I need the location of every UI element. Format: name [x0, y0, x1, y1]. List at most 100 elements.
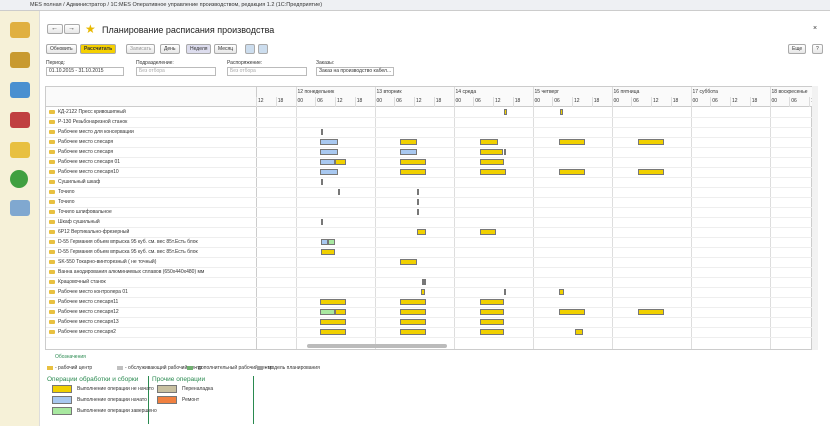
- row-icon: [49, 210, 55, 214]
- legend-icon-label: - обслуживающий рабочий центр: [125, 365, 203, 371]
- more-button[interactable]: Еще: [788, 44, 807, 54]
- task-bar: [320, 149, 339, 155]
- row-label: D-55 Германия объем впрыска 95 куб. см. …: [58, 239, 198, 245]
- hour-tick: [335, 97, 336, 107]
- task-bar: [558, 139, 586, 145]
- icon-button[interactable]: [245, 44, 255, 54]
- row-label: Шкаф сушильный: [58, 219, 100, 225]
- task-bar: [320, 139, 339, 145]
- task-bar: [400, 309, 427, 315]
- hour-label: 00: [455, 98, 462, 104]
- day-button[interactable]: День: [160, 44, 180, 54]
- row-line: [46, 157, 813, 158]
- day-separator: [769, 87, 771, 349]
- row-line: [46, 137, 813, 138]
- row-line: [46, 217, 813, 218]
- week-button[interactable]: Неделя: [186, 44, 212, 54]
- gantt-grid: 12 понедельник 13 вторник 14 среда 15 четве…: [45, 86, 817, 350]
- hour-tick: [256, 97, 257, 107]
- task-bar: [335, 159, 347, 165]
- row-label: D-55 Германия объем впрыска 95 куб. см. …: [58, 249, 198, 255]
- task-bar: [417, 189, 420, 195]
- hour-tick: [354, 97, 356, 107]
- hour-tick: [394, 97, 396, 107]
- save-button[interactable]: Записать: [126, 44, 156, 54]
- row-label: Крацовочный станок: [58, 279, 106, 285]
- header: [46, 87, 813, 107]
- icon-button[interactable]: [258, 44, 268, 54]
- legend-group-rule: [148, 376, 149, 424]
- legend-swatch: [52, 407, 72, 415]
- task-bar: [400, 299, 427, 305]
- window-title: MES полная / Администратор / 1С:MES Опер…: [30, 2, 323, 8]
- task-bar: [422, 279, 425, 285]
- month-button[interactable]: Месяц: [214, 44, 238, 54]
- task-bar: [559, 109, 563, 115]
- legend-icon: [187, 366, 193, 370]
- task-bar: [338, 189, 341, 195]
- section-icon[interactable]: [10, 82, 30, 98]
- division-field[interactable]: Без отбора: [136, 67, 216, 76]
- help-button[interactable]: ?: [812, 44, 823, 54]
- forward-button[interactable]: →: [64, 24, 80, 34]
- row-icon: [49, 140, 55, 144]
- row-line: [46, 327, 813, 328]
- row-label: Рабочее место слесаря 01: [58, 159, 121, 165]
- h-scrollbar[interactable]: [307, 344, 447, 348]
- section-icon[interactable]: [10, 52, 30, 68]
- day-separator: [453, 87, 455, 349]
- favorite-star[interactable]: ★: [85, 22, 96, 36]
- hour-label: 12: [416, 98, 422, 104]
- hour-label: 12: [495, 98, 501, 104]
- section-icon[interactable]: [10, 200, 30, 216]
- section-icon[interactable]: [10, 112, 30, 128]
- row-label: Рабочее место для консервации: [58, 129, 134, 135]
- section-icon[interactable]: [10, 142, 30, 158]
- refresh-button[interactable]: Обновить: [46, 44, 77, 54]
- hour-label: 06: [317, 98, 323, 104]
- back-button[interactable]: ←: [47, 24, 63, 34]
- day-label: 12 понедельник: [297, 89, 335, 95]
- field-label: Распоряжение:: [227, 60, 263, 66]
- hour-tick: [433, 97, 435, 107]
- day-separator: [690, 87, 692, 349]
- row-icon: [49, 260, 55, 264]
- v-scrollbar[interactable]: [812, 86, 818, 350]
- task-bar: [320, 159, 335, 165]
- period-field[interactable]: 01.10.2015 - 31.10.2015: [46, 67, 124, 76]
- legend-swatch: [157, 396, 177, 404]
- hour-tick: [631, 97, 633, 107]
- task-bar: [400, 169, 427, 175]
- row-icon: [49, 310, 55, 314]
- row-line: [46, 297, 813, 298]
- row-icon: [49, 150, 55, 154]
- order-field[interactable]: Без отбора: [227, 67, 307, 76]
- legend-title: Обозначения: [55, 354, 86, 360]
- legend-swatch: [52, 396, 72, 404]
- row-icon: [49, 250, 55, 254]
- task-bar: [574, 329, 584, 335]
- hour-label: 06: [791, 98, 797, 104]
- hour-label: 06: [633, 98, 639, 104]
- hour-tick: [532, 97, 534, 107]
- section-icon[interactable]: [10, 170, 28, 188]
- orders-field[interactable]: Заказ на производство кабел...: [316, 67, 394, 76]
- hour-tick: [730, 97, 731, 107]
- hour-label: 18: [751, 98, 758, 104]
- calculate-button[interactable]: Рассчитать: [80, 44, 117, 54]
- hour-label: 06: [396, 98, 402, 104]
- legend-swatch: [157, 385, 177, 393]
- row-label: Рабочее место слесаря11: [58, 299, 119, 305]
- row-label: Рабочее место слесаря13: [58, 319, 119, 325]
- row-icon: [49, 300, 55, 304]
- legend-icon: [117, 366, 123, 370]
- task-bar: [335, 309, 347, 315]
- row-line: [46, 247, 813, 248]
- task-bar: [479, 319, 505, 325]
- hour-label: 12: [732, 98, 738, 104]
- section-icon[interactable]: [10, 22, 30, 38]
- close-button[interactable]: ×: [813, 25, 818, 32]
- legend-icon-label: - модель планирования: [265, 365, 320, 371]
- row-icon: [49, 270, 55, 274]
